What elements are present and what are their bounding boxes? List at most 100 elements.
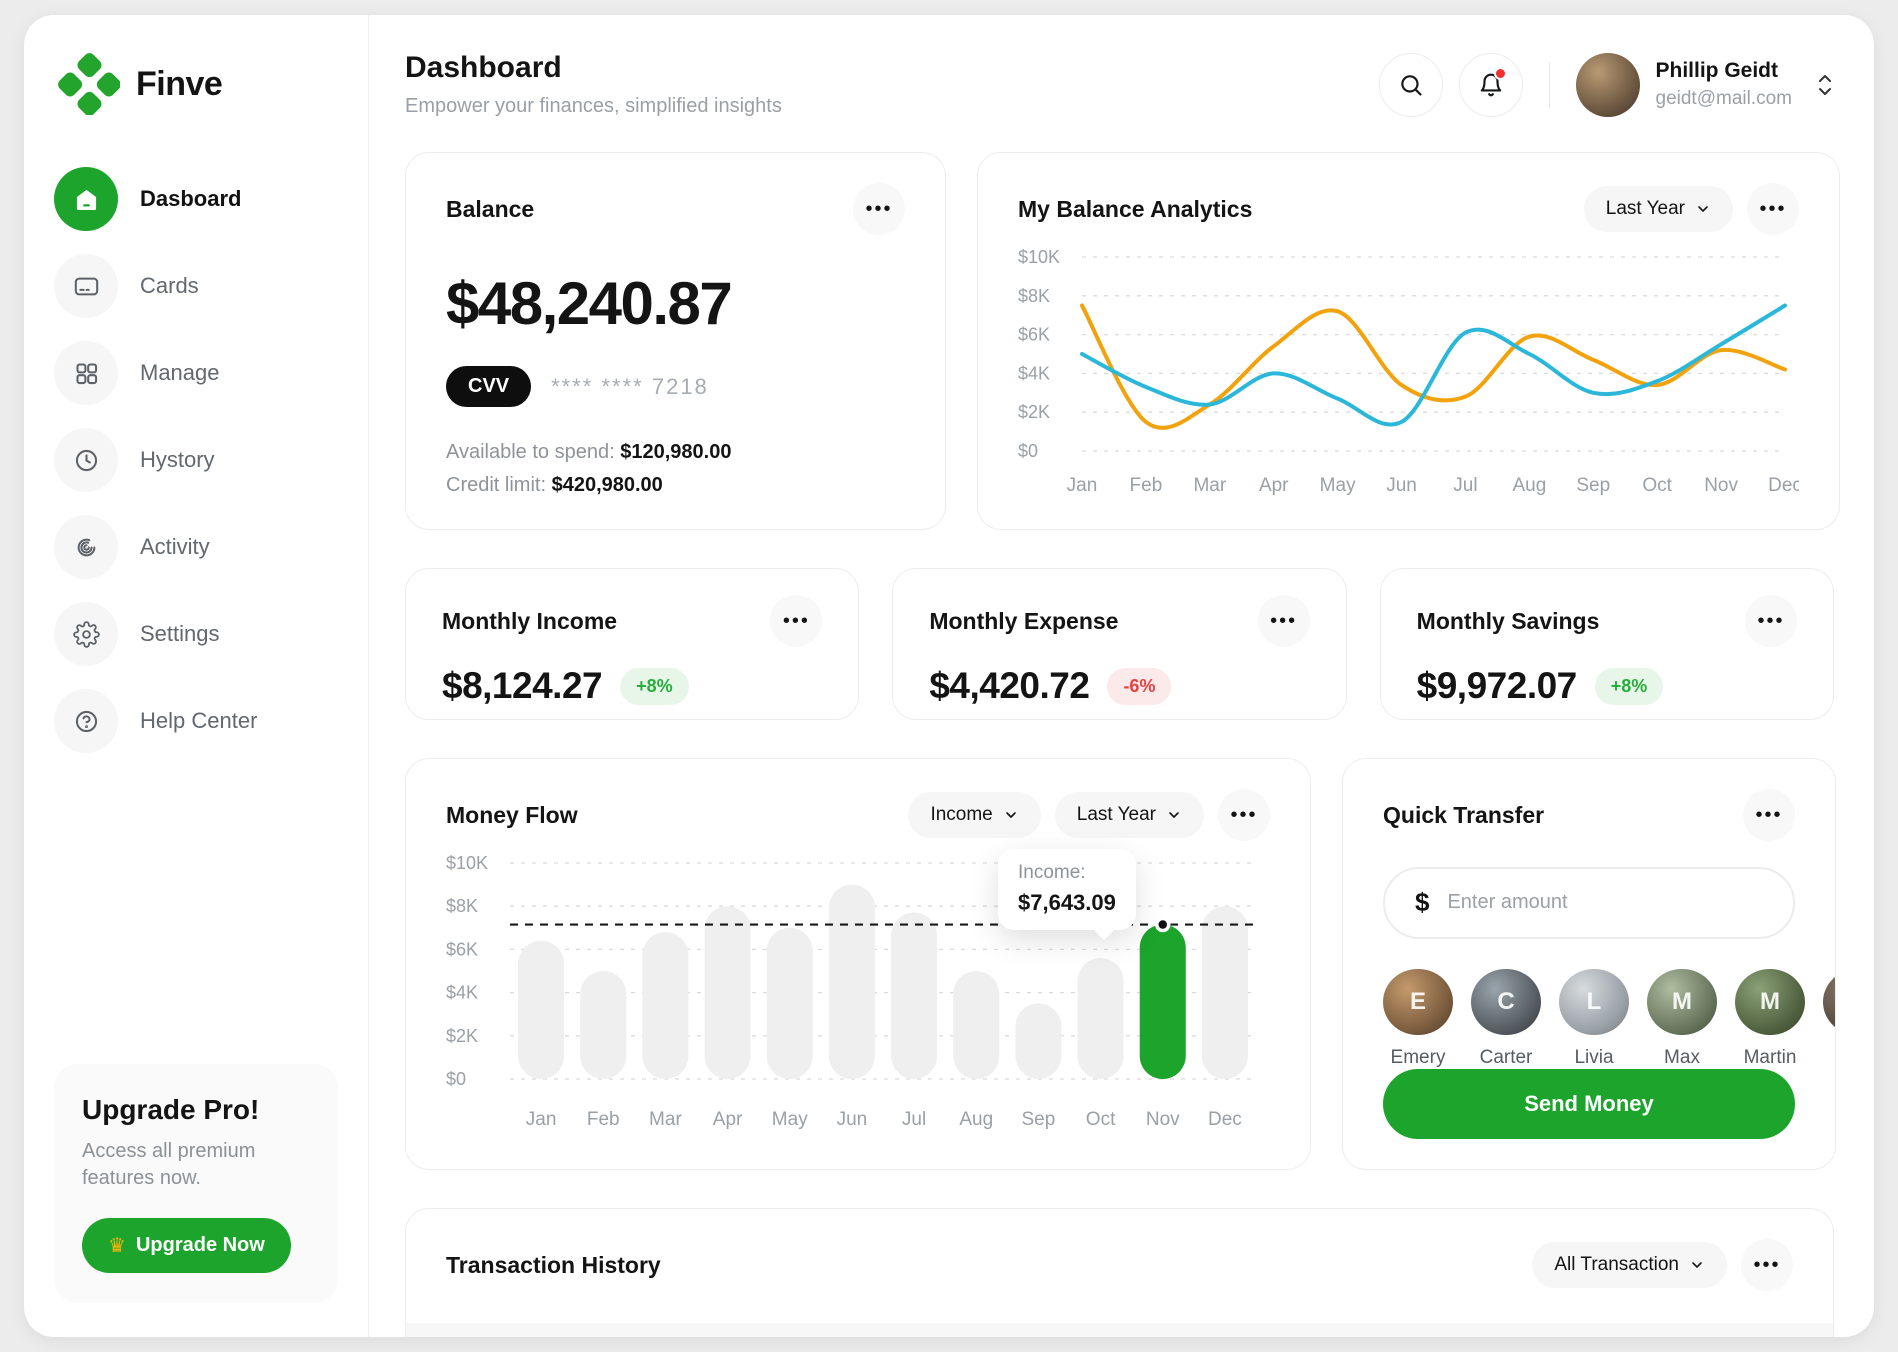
main-content: Dashboard Empower your finances, simplif… [369, 15, 1874, 1337]
line-chart: $0 $2K $4K $6K $8K $10K Jan Feb Mar Apr May Jun Jul A… [1018, 247, 1802, 496]
svg-text:Apr: Apr [713, 1109, 743, 1130]
svg-text:$10K: $10K [446, 853, 488, 873]
svg-text:Sep: Sep [1576, 475, 1610, 496]
expense-menu-button[interactable]: ••• [1257, 595, 1310, 647]
income-menu-button[interactable]: ••• [770, 595, 823, 647]
svg-text:$2K: $2K [446, 1026, 478, 1046]
svg-text:$4K: $4K [1018, 363, 1050, 383]
upgrade-subtitle: Access all premium features now. [82, 1140, 256, 1189]
svg-text:Jan: Jan [526, 1109, 557, 1130]
transaction-filter-dropdown[interactable]: All Transaction [1532, 1242, 1727, 1288]
cvv-button[interactable]: CVV [446, 366, 532, 407]
svg-text:Mar: Mar [649, 1109, 682, 1130]
contact-name: Carter [1479, 1047, 1533, 1069]
contact-avatar: C [1471, 968, 1541, 1036]
svg-text:Jun: Jun [1386, 475, 1417, 496]
page-subtitle: Empower your finances, simplified insigh… [405, 95, 782, 117]
sidebar-item-history[interactable]: Hystory [54, 428, 338, 492]
monthly-savings-card: Monthly Savings ••• $9,972.07 +8% [1379, 568, 1834, 720]
transaction-table-header: Name Status Amount Type Date [406, 1323, 1833, 1337]
upgrade-now-button[interactable]: ♛ Upgrade Now [82, 1218, 291, 1273]
money-flow-metric-dropdown[interactable]: Income [908, 792, 1041, 838]
page-title: Dashboard [405, 51, 562, 84]
money-flow-chart: Income: $7,643.09 $0 $2K $4K $6K $8K $10K Jan F… [446, 847, 1270, 1148]
analytics-menu-button[interactable]: ••• [1747, 183, 1799, 235]
money-flow-menu-button[interactable]: ••• [1218, 789, 1270, 841]
home-icon [54, 167, 118, 231]
chevron-down-icon [1698, 206, 1708, 212]
svg-text:$0: $0 [446, 1069, 466, 1089]
notifications-button[interactable] [1458, 52, 1523, 117]
transaction-menu-button[interactable]: ••• [1741, 1239, 1793, 1291]
app-window: Finve Dasboard Cards Manage Hystory [24, 15, 1874, 1337]
svg-text:$8K: $8K [1018, 286, 1050, 306]
sidebar-item-label: Manage [140, 360, 220, 385]
savings-trend-badge: +8% [1594, 667, 1664, 705]
bell-icon [1480, 73, 1501, 96]
svg-text:May: May [1320, 475, 1356, 496]
sidebar-item-manage[interactable]: Manage [54, 341, 338, 405]
sidebar-item-label: Settings [140, 621, 220, 646]
summary-title: Monthly Expense [929, 607, 1119, 634]
balance-amount: $48,240.87 [446, 270, 733, 337]
sidebar-item-activity[interactable]: Activity [54, 515, 338, 579]
svg-text:$6K: $6K [446, 939, 478, 959]
balance-card: Balance ••• $48,240.87 CVV **** **** 721… [405, 152, 946, 530]
contact-livia[interactable]: L Livia [1559, 968, 1629, 1070]
transaction-history-title: Transaction History [446, 1251, 661, 1278]
transaction-history-card: Transaction History All Transaction ••• … [405, 1208, 1834, 1337]
expense-trend-badge: -6% [1107, 667, 1172, 705]
user-avatar [1575, 52, 1640, 117]
balance-menu-button[interactable]: ••• [853, 183, 905, 235]
svg-text:Sep: Sep [1022, 1109, 1056, 1130]
contact-avatar: L [1559, 968, 1629, 1036]
dollar-icon: $ [1415, 887, 1430, 918]
contact-emery[interactable]: E Emery [1383, 968, 1453, 1070]
savings-menu-button[interactable]: ••• [1745, 595, 1797, 647]
income-amount: $8,124.27 [442, 665, 603, 706]
brand-logo-row: Finve [54, 53, 338, 115]
svg-text:Aug: Aug [959, 1109, 993, 1130]
contact-avatar: M [1735, 968, 1805, 1036]
contact-carter[interactable]: C Carter [1471, 968, 1541, 1070]
contacts-list: E Emery C Carter L Livia M Max [1383, 968, 1835, 1070]
chevron-down-icon [1169, 812, 1179, 818]
svg-text:Apr: Apr [1259, 475, 1289, 496]
sidebar-item-cards[interactable]: Cards [54, 254, 338, 318]
tooltip-value: $7,643.09 [1018, 890, 1116, 915]
spiral-icon [54, 515, 118, 579]
search-button[interactable] [1378, 52, 1443, 117]
contact-avatar: A [1823, 968, 1835, 1036]
user-profile-menu[interactable]: Phillip Geidt geidt@mail.com [1575, 52, 1835, 117]
svg-text:Feb: Feb [1130, 475, 1163, 496]
sidebar-item-dashboard[interactable]: Dasboard [54, 167, 338, 231]
sidebar-item-label: Dasboard [140, 186, 242, 211]
topbar-divider [1548, 61, 1550, 108]
quick-transfer-title: Quick Transfer [1383, 801, 1545, 828]
contact-ab[interactable]: A Ab [1823, 968, 1835, 1070]
svg-text:$0: $0 [1018, 441, 1038, 461]
analytics-title: My Balance Analytics [1018, 195, 1253, 222]
contact-martin[interactable]: M Martin [1735, 968, 1805, 1070]
svg-text:Oct: Oct [1642, 475, 1672, 496]
quick-transfer-menu-button[interactable]: ••• [1743, 789, 1795, 841]
grid-icon [54, 341, 118, 405]
svg-text:$4K: $4K [446, 983, 478, 1003]
summary-title: Monthly Income [442, 607, 618, 634]
money-flow-card: Money Flow Income Last Year ••• [405, 758, 1311, 1170]
upgrade-title: Upgrade Pro! [82, 1094, 260, 1125]
send-money-button[interactable]: Send Money [1383, 1069, 1795, 1139]
upgrade-pro-card: Upgrade Pro! Access all premium features… [54, 1064, 338, 1303]
amount-input[interactable] [1447, 891, 1763, 915]
sidebar-item-help-center[interactable]: Help Center [54, 689, 338, 753]
svg-text:Feb: Feb [587, 1109, 620, 1130]
analytics-period-dropdown[interactable]: Last Year [1583, 186, 1733, 232]
chevron-down-icon [1692, 1262, 1702, 1268]
svg-text:Dec: Dec [1208, 1109, 1242, 1130]
expense-amount: $4,420.72 [929, 665, 1090, 706]
contact-max[interactable]: M Max [1647, 968, 1717, 1070]
svg-text:Jul: Jul [1453, 475, 1477, 496]
savings-amount: $9,972.07 [1416, 665, 1578, 706]
sidebar-item-settings[interactable]: Settings [54, 602, 338, 666]
money-flow-period-dropdown[interactable]: Last Year [1054, 792, 1204, 838]
